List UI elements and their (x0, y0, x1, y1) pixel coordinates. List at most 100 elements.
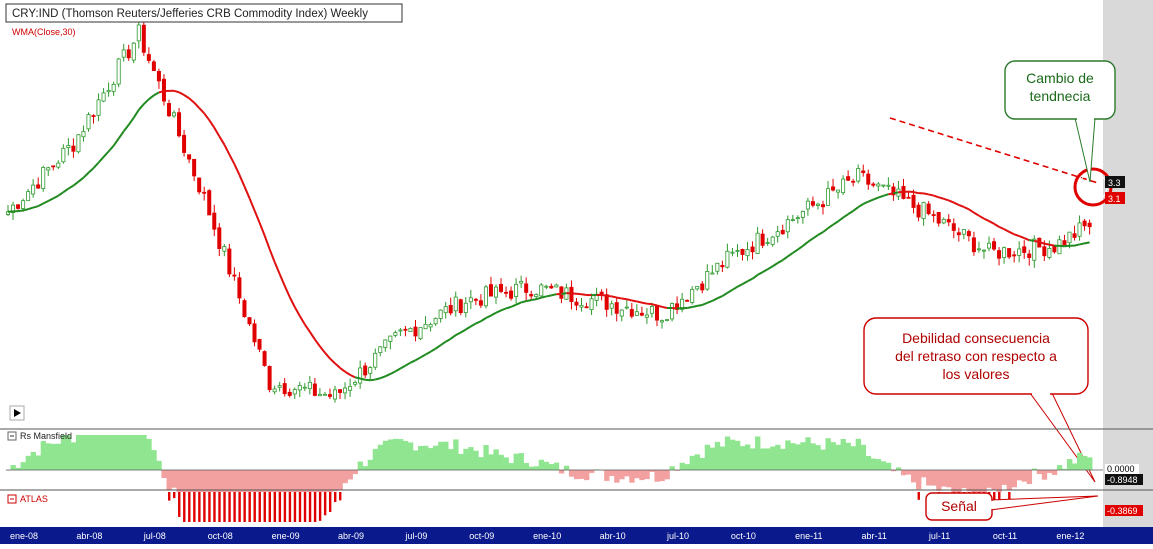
rs-bar (634, 470, 639, 478)
rs-bar (680, 463, 685, 470)
candle-body (1018, 249, 1021, 255)
atlas-bar (274, 492, 276, 522)
wma-segment (737, 284, 742, 287)
wma-segment (878, 196, 883, 198)
candle-body (741, 249, 744, 254)
rs-bar (358, 462, 363, 470)
wma-segment (275, 262, 280, 274)
wma-segment (712, 298, 717, 301)
rs-bar (146, 439, 151, 470)
wma-segment (255, 210, 260, 222)
candle-body (806, 201, 809, 209)
candle-body (937, 212, 940, 223)
candle-body (771, 237, 774, 244)
candle-body (243, 301, 246, 317)
candle-body (972, 238, 975, 252)
rs-bar (795, 444, 800, 470)
wma-segment (1044, 244, 1049, 245)
candle-body (997, 251, 1000, 259)
candle-body (852, 181, 855, 182)
wma-segment (561, 293, 566, 294)
candle-body (288, 392, 291, 395)
candle-body (87, 115, 90, 129)
candle-body (691, 289, 694, 302)
candle-body (379, 347, 382, 353)
candle-body (857, 168, 860, 181)
candle-body (751, 247, 754, 252)
rs-bar (861, 445, 866, 470)
candle-body (343, 388, 346, 393)
rs-bar (21, 462, 26, 470)
rs-bar (735, 441, 740, 470)
wma-segment (53, 196, 58, 199)
candle-body (348, 387, 351, 391)
candle-body (721, 265, 724, 266)
rs-bar (881, 461, 886, 470)
rs-bar (131, 435, 136, 470)
rs-bar (826, 438, 831, 470)
rs-bar (831, 442, 836, 470)
rs-bar (524, 463, 529, 470)
wma-segment (43, 201, 48, 204)
candle-body (338, 390, 341, 393)
rs-bar (177, 470, 182, 492)
rs-bar (1027, 470, 1032, 484)
rs-bar (368, 460, 373, 470)
candle-body (27, 192, 30, 201)
rs-bar (418, 446, 423, 470)
candle-body (313, 384, 316, 395)
wma-segment (199, 108, 204, 113)
candle-body (359, 368, 362, 383)
candle-body (660, 321, 663, 322)
candle-body (32, 185, 35, 194)
wma-segment (627, 299, 632, 300)
rs-bar (247, 470, 252, 492)
debilidad-line-2: del retraso con respecto a (895, 348, 1057, 364)
candle-body (625, 307, 628, 308)
wma-segment (964, 207, 969, 209)
wma-segment (229, 154, 234, 164)
candle-body (847, 177, 850, 181)
atlas-bar (299, 492, 301, 522)
x-tick-label: ene-12 (1056, 531, 1084, 541)
rs-bar (971, 470, 976, 492)
x-tick-label: ene-09 (272, 531, 300, 541)
rs-bar (1067, 459, 1072, 470)
candle-body (509, 291, 512, 298)
rs-bar (96, 435, 101, 470)
wma-segment (758, 272, 763, 275)
rs-bar (1007, 470, 1012, 490)
wma-segment (486, 316, 491, 318)
rs-bar (906, 470, 911, 475)
wma-segment (375, 378, 380, 379)
wma-segment (99, 157, 104, 163)
wma-segment (390, 371, 395, 374)
rs-bar (886, 463, 891, 470)
candle-body (766, 242, 769, 243)
atlas-bar (254, 492, 256, 522)
wma-segment (506, 307, 511, 308)
wma-segment (617, 298, 622, 299)
rs-bar (71, 442, 76, 470)
candle-body (711, 273, 714, 274)
rs-bar (312, 470, 317, 492)
wma-segment (310, 332, 315, 340)
candle-body (791, 220, 794, 221)
rs-bar (473, 451, 478, 470)
wma-segment (109, 146, 114, 152)
rs-bar (31, 452, 36, 470)
rs-bar (493, 449, 498, 470)
wma-segment (405, 363, 410, 366)
rs-bar (307, 470, 312, 492)
candle-body (203, 192, 206, 193)
candle-body (258, 339, 261, 349)
candle-body (580, 305, 583, 307)
candle-body (474, 299, 477, 300)
rs-bar (458, 454, 463, 470)
wma-segment (934, 196, 939, 198)
rs-bar (488, 454, 493, 470)
rs-label: Rs Mansfield (20, 431, 72, 441)
candle-body (1023, 247, 1026, 253)
rs-bar (790, 443, 795, 470)
